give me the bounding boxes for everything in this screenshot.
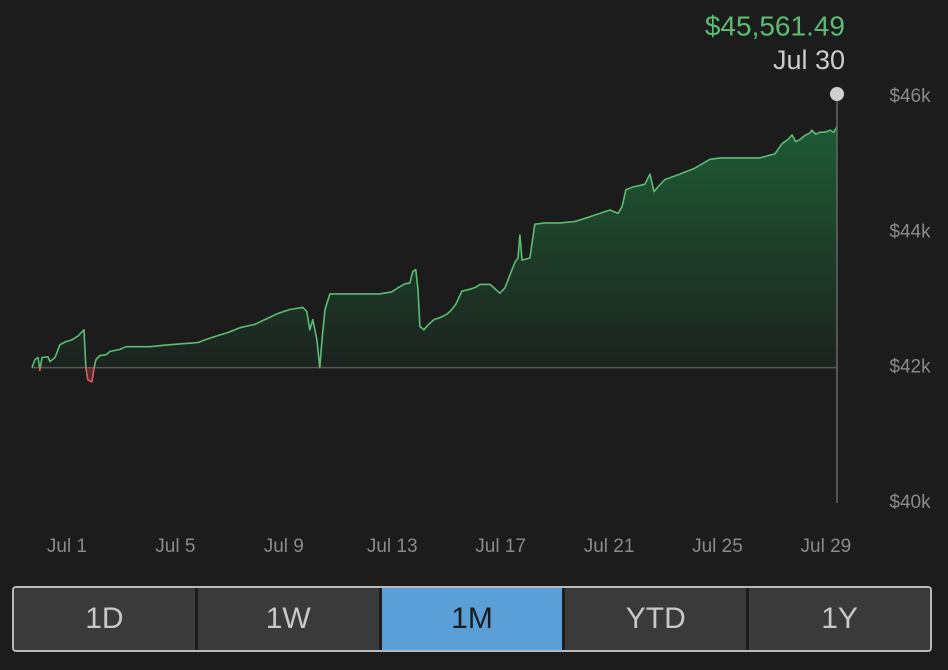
y-tick-label: $40k xyxy=(889,492,931,513)
x-tick-label: Jul 5 xyxy=(155,536,195,557)
range-selector: 1D 1W 1M YTD 1Y xyxy=(12,586,932,652)
tooltip-value: $45,561.49 xyxy=(705,10,845,41)
range-button[interactable]: 1D xyxy=(14,588,198,650)
x-tick-label: Jul 25 xyxy=(692,536,743,557)
range-button[interactable]: 1Y xyxy=(749,588,930,650)
chart: $45,561.49 Jul 30 $40k $42k $44k $46k Jul 1 J… xyxy=(31,10,931,557)
hover-dot xyxy=(830,87,844,101)
x-tick-label: Jul 29 xyxy=(801,536,852,557)
range-button[interactable]: 1W xyxy=(197,588,382,650)
area xyxy=(32,126,837,382)
line xyxy=(31,126,838,383)
x-tick-label: Jul 1 xyxy=(47,536,87,557)
tooltip-date: Jul 30 xyxy=(773,45,845,75)
x-tick-label: Jul 17 xyxy=(475,536,526,557)
range-button[interactable]: YTD xyxy=(565,588,750,650)
range-button[interactable]: 1M xyxy=(381,588,566,650)
x-tick-label: Jul 21 xyxy=(584,536,635,557)
x-tick-label: Jul 13 xyxy=(367,536,418,557)
y-tick-label: $44k xyxy=(889,221,931,242)
y-tick-label: $42k xyxy=(889,357,931,378)
y-tick-label: $46k xyxy=(889,86,931,107)
x-tick-label: Jul 9 xyxy=(264,536,304,557)
